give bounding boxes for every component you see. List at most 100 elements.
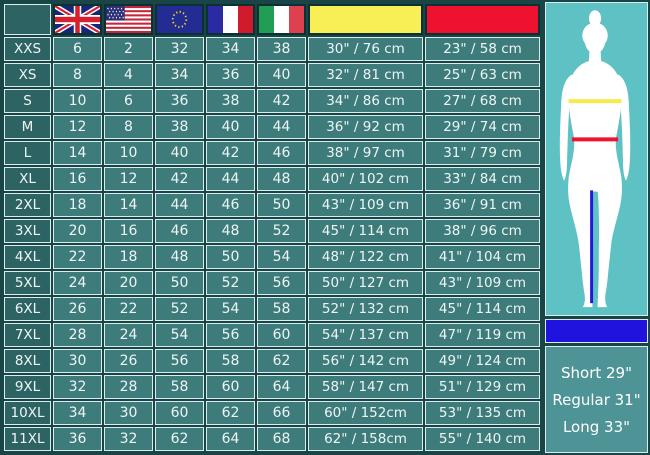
us-flag-icon [104, 4, 153, 35]
table-row: 7XL 28 24 54 56 60 54" / 137 cm 47" / 119 cm [4, 323, 540, 347]
us-cell: 16 [104, 219, 153, 243]
france-flag-icon [206, 4, 255, 35]
bust-cell: 38" / 97 cm [308, 141, 423, 165]
bust-cell: 52" / 132 cm [308, 297, 423, 321]
bust-cell: 56" / 142 cm [308, 349, 423, 373]
eu-flag-icon [155, 4, 204, 35]
size-cell: L [4, 141, 51, 165]
size-cell: 8XL [4, 349, 51, 373]
waist-cell: 23" / 58 cm [425, 37, 540, 61]
us-cell: 6 [104, 89, 153, 113]
uk-cell: 12 [53, 115, 102, 139]
eu-cell: 58 [155, 375, 204, 399]
size-cell: XXS [4, 37, 51, 61]
fr-cell: 54 [206, 297, 255, 321]
eu-cell: 62 [155, 427, 204, 451]
bust-color-header [308, 4, 423, 35]
uk-cell: 16 [53, 167, 102, 191]
it-cell: 42 [257, 89, 306, 113]
eu-cell: 44 [155, 193, 204, 217]
it-cell: 50 [257, 193, 306, 217]
eu-cell: 60 [155, 401, 204, 425]
eu-cell: 36 [155, 89, 204, 113]
fr-cell: 42 [206, 141, 255, 165]
waist-cell: 43" / 109 cm [425, 271, 540, 295]
fr-cell: 58 [206, 349, 255, 373]
us-cell: 30 [104, 401, 153, 425]
size-cell: 7XL [4, 323, 51, 347]
it-cell: 48 [257, 167, 306, 191]
it-cell: 64 [257, 375, 306, 399]
corner-cell [4, 4, 51, 35]
bust-cell: 48" / 122 cm [308, 245, 423, 269]
leg-length-panel: Short 29" Regular 31" Long 33" [545, 346, 648, 453]
fr-cell: 44 [206, 167, 255, 191]
size-cell: S [4, 89, 51, 113]
bust-cell: 60" / 152cm [308, 401, 423, 425]
us-cell: 4 [104, 63, 153, 87]
body-silhouette-figure [545, 2, 648, 316]
bust-cell: 43" / 109 cm [308, 193, 423, 217]
table-row: M 12 8 38 40 44 36" / 92 cm 29" / 74 cm [4, 115, 540, 139]
eu-cell: 34 [155, 63, 204, 87]
table-row: 4XL 22 18 48 50 54 48" / 122 cm 41" / 104 cm [4, 245, 540, 269]
us-cell: 20 [104, 271, 153, 295]
size-cell: 10XL [4, 401, 51, 425]
us-cell: 18 [104, 245, 153, 269]
eu-cell: 42 [155, 167, 204, 191]
table-row: XXS 6 2 32 34 38 30" / 76 cm 23" / 58 cm [4, 37, 540, 61]
waist-cell: 36" / 91 cm [425, 193, 540, 217]
it-cell: 68 [257, 427, 306, 451]
it-cell: 40 [257, 63, 306, 87]
us-cell: 24 [104, 323, 153, 347]
size-cell: M [4, 115, 51, 139]
table-row: 2XL 18 14 44 46 50 43" / 109 cm 36" / 91 cm [4, 193, 540, 217]
eu-cell: 48 [155, 245, 204, 269]
it-cell: 38 [257, 37, 306, 61]
fr-cell: 62 [206, 401, 255, 425]
fr-cell: 38 [206, 89, 255, 113]
size-cell: XS [4, 63, 51, 87]
uk-cell: 18 [53, 193, 102, 217]
bust-cell: 50" / 127 cm [308, 271, 423, 295]
eu-cell: 40 [155, 141, 204, 165]
waist-cell: 29" / 74 cm [425, 115, 540, 139]
uk-cell: 34 [53, 401, 102, 425]
eu-cell: 54 [155, 323, 204, 347]
uk-cell: 28 [53, 323, 102, 347]
size-cell: 6XL [4, 297, 51, 321]
size-cell: 3XL [4, 219, 51, 243]
waist-cell: 25" / 63 cm [425, 63, 540, 87]
bust-cell: 30" / 76 cm [308, 37, 423, 61]
leg-length-option: Regular 31" [552, 390, 641, 409]
bust-cell: 36" / 92 cm [308, 115, 423, 139]
bust-cell: 40" / 102 cm [308, 167, 423, 191]
waist-cell: 53" / 135 cm [425, 401, 540, 425]
fr-cell: 46 [206, 193, 255, 217]
it-cell: 52 [257, 219, 306, 243]
bust-cell: 54" / 137 cm [308, 323, 423, 347]
inseam-color-bar [545, 319, 648, 343]
eu-cell: 52 [155, 297, 204, 321]
fr-cell: 52 [206, 271, 255, 295]
bust-cell: 58" / 147 cm [308, 375, 423, 399]
us-cell: 14 [104, 193, 153, 217]
waist-cell: 31" / 79 cm [425, 141, 540, 165]
fr-cell: 64 [206, 427, 255, 451]
uk-cell: 22 [53, 245, 102, 269]
waist-cell: 38" / 96 cm [425, 219, 540, 243]
it-cell: 66 [257, 401, 306, 425]
size-cell: 2XL [4, 193, 51, 217]
eu-cell: 32 [155, 37, 204, 61]
us-cell: 2 [104, 37, 153, 61]
fr-cell: 40 [206, 115, 255, 139]
table-row: S 10 6 36 38 42 34" / 86 cm 27" / 68 cm [4, 89, 540, 113]
it-cell: 58 [257, 297, 306, 321]
uk-cell: 32 [53, 375, 102, 399]
table-row: XL 16 12 42 44 48 40" / 102 cm 33" / 84 cm [4, 167, 540, 191]
female-silhouette [559, 10, 631, 308]
italy-flag-icon [257, 4, 306, 35]
it-cell: 56 [257, 271, 306, 295]
bust-cell: 62" / 158cm [308, 427, 423, 451]
bust-cell: 45" / 114 cm [308, 219, 423, 243]
